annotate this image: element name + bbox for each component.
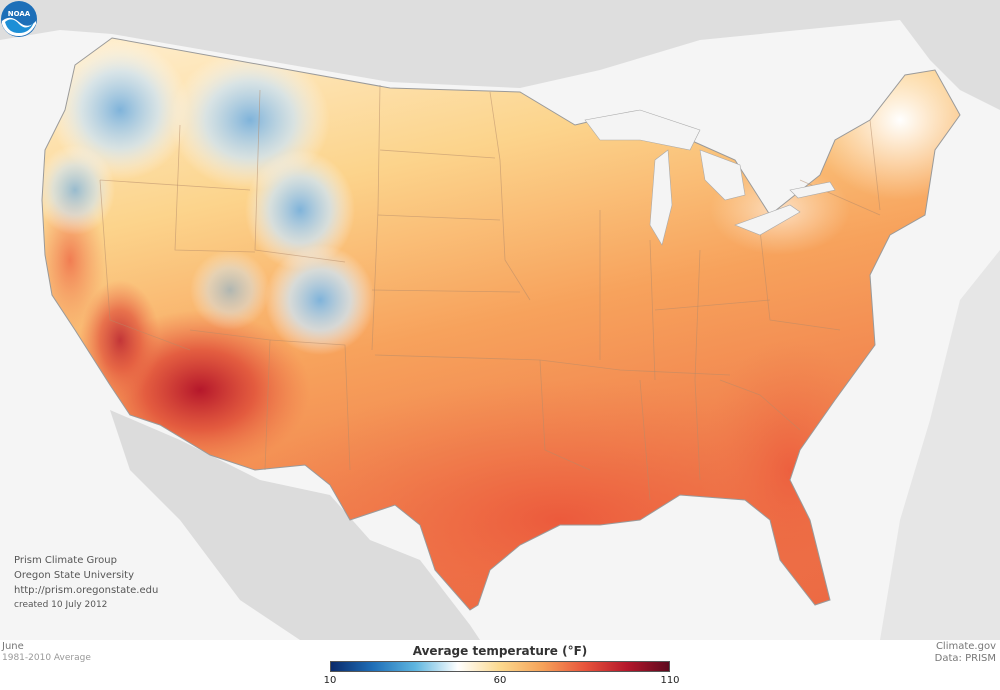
- legend-tick-min: 10: [323, 675, 337, 686]
- period-label: 1981-2010 Average: [2, 653, 91, 663]
- lake-michigan: [649, 149, 673, 246]
- atlantic-region: [60, 0, 1000, 640]
- noaa-logo: NOAA: [1, 1, 37, 37]
- lake-huron: [699, 149, 746, 201]
- lake-ontario: [789, 181, 836, 199]
- temperature-map: [0, 0, 1000, 640]
- mexico-landmass: [110, 410, 480, 640]
- month-label: June: [2, 641, 24, 652]
- legend-tick-max: 110: [660, 675, 680, 686]
- noaa-logo-text: NOAA: [8, 10, 31, 18]
- credit-line-1: Prism Climate Group: [14, 555, 117, 566]
- lake-superior: [584, 109, 701, 151]
- legend-color-bar: [330, 661, 670, 672]
- us-temperature-field: [42, 38, 960, 610]
- state-borders: [99, 84, 881, 501]
- map-area: Prism Climate Group Oregon State Univers…: [0, 0, 1000, 640]
- map-credits: Prism Climate Group Oregon State Univers…: [14, 553, 158, 613]
- source-site: Climate.gov: [935, 641, 996, 652]
- credit-line-2: Oregon State University: [14, 570, 134, 581]
- canada-landmass: [0, 0, 1000, 110]
- credit-line-3: http://prism.oregonstate.edu: [14, 585, 159, 596]
- legend-tick-mid: 60: [493, 675, 507, 686]
- us-outline: [41, 37, 961, 611]
- source-data: Data: PRISM: [934, 653, 996, 664]
- map-footer: June 1981-2010 Average Climate.gov Data:…: [0, 640, 1000, 690]
- lake-erie: [734, 204, 801, 236]
- credit-line-4: created 10 July 2012: [14, 600, 108, 610]
- legend-title: Average temperature (°F): [412, 644, 588, 658]
